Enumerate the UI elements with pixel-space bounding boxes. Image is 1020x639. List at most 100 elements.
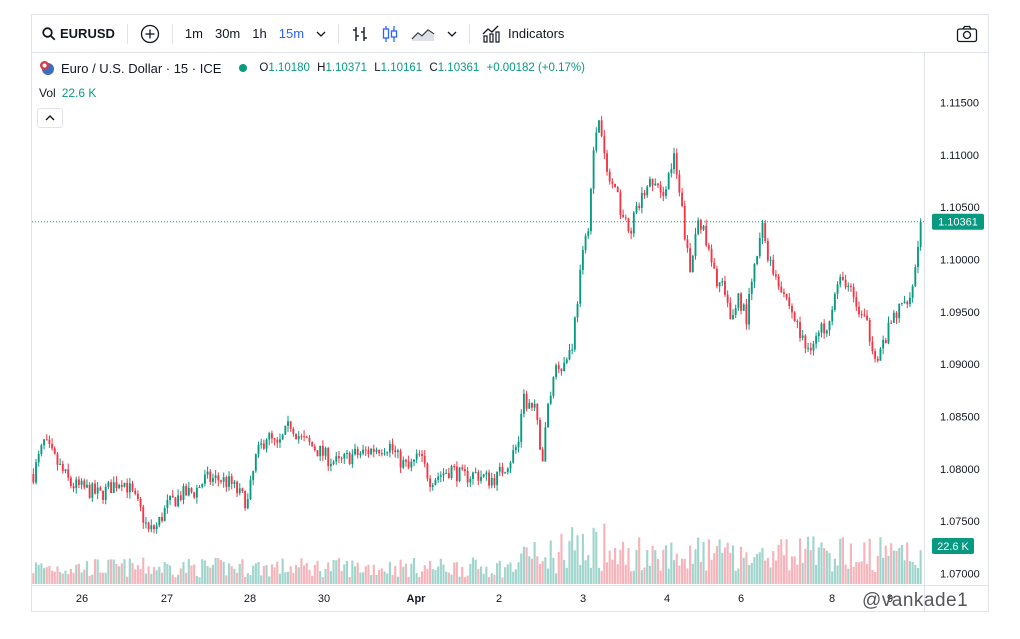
- volume-bar: [367, 564, 370, 584]
- volume-bar: [115, 563, 118, 584]
- candle-body: [466, 470, 469, 483]
- x-tick-label: 3: [580, 593, 586, 605]
- volume-bar: [809, 550, 812, 584]
- indicators-button[interactable]: Indicators: [476, 15, 570, 53]
- candle-body: [155, 525, 158, 530]
- candle-body: [354, 448, 356, 455]
- candle-body: [439, 475, 442, 477]
- volume-bar: [123, 559, 126, 584]
- candle-body: [694, 234, 697, 256]
- volume-bar: [415, 573, 418, 584]
- candle-body: [648, 178, 651, 187]
- volume-bar: [841, 537, 844, 584]
- volume-bar: [638, 537, 641, 584]
- candle-body: [228, 476, 230, 487]
- volume-bar: [900, 544, 903, 584]
- interval-1m[interactable]: 1m: [184, 26, 203, 41]
- interval-1h[interactable]: 1h: [252, 26, 267, 41]
- candle-body: [539, 419, 541, 450]
- last-volume-tag: [932, 538, 974, 554]
- candle-body: [402, 459, 405, 468]
- volume-bar: [420, 571, 424, 584]
- candle-body: [249, 480, 252, 500]
- volume-bar: [597, 567, 601, 584]
- volume-bar: [394, 565, 397, 584]
- symbol-search[interactable]: EURUSD: [32, 15, 121, 53]
- candle-body: [852, 286, 855, 297]
- volume-bar: [646, 549, 649, 584]
- volume-bar: [340, 570, 343, 584]
- candle-body: [804, 335, 807, 349]
- candle-body: [895, 312, 898, 319]
- volume-bar: [107, 559, 110, 584]
- candle-body: [311, 442, 314, 447]
- volume-bar: [793, 556, 796, 584]
- candles-style-button[interactable]: [375, 15, 405, 53]
- interval-30m[interactable]: 30m: [214, 26, 241, 41]
- interval-15m[interactable]: 15m: [278, 26, 305, 41]
- y-tick-label: 1.11000: [940, 150, 979, 162]
- candle-body: [581, 250, 584, 270]
- candle-body: [338, 456, 340, 459]
- candle-body: [807, 347, 810, 349]
- candle-body: [627, 218, 630, 232]
- chart-type-dropdown[interactable]: [441, 15, 463, 53]
- candle-body: [742, 304, 745, 311]
- volume-bar: [134, 569, 137, 584]
- volume-bar: [458, 576, 461, 584]
- candle-body: [863, 314, 866, 316]
- volume-bar: [300, 558, 303, 584]
- screenshot-button[interactable]: [950, 15, 984, 53]
- volume-bar: [265, 564, 268, 584]
- candle-body: [801, 335, 804, 338]
- candle-body: [324, 448, 327, 456]
- candle-body: [244, 491, 247, 509]
- interval-dropdown[interactable]: [310, 15, 332, 53]
- volume-bar: [517, 562, 520, 584]
- candle-body: [118, 484, 121, 489]
- volume-bar: [150, 573, 153, 584]
- volume-bar: [624, 564, 627, 584]
- volume-bar: [654, 550, 657, 584]
- candle-body: [729, 302, 732, 319]
- volume-bar: [758, 552, 761, 584]
- candle-body: [388, 444, 391, 453]
- candle-body: [391, 444, 394, 451]
- volume-bar: [45, 567, 48, 584]
- volume-bar: [252, 565, 255, 584]
- volume-bar: [335, 560, 338, 584]
- candle-body: [348, 452, 351, 464]
- volume-bar: [319, 571, 322, 584]
- candle-body: [850, 285, 852, 287]
- candle-body: [174, 497, 177, 507]
- x-tick-label: 28: [244, 593, 256, 605]
- volume-bar: [182, 562, 185, 584]
- volume-bar: [546, 568, 550, 584]
- volume-bar: [190, 565, 193, 584]
- bars-style-button[interactable]: [345, 15, 375, 53]
- volume-bar: [284, 572, 287, 584]
- candle-body: [321, 445, 324, 456]
- volume-bar: [541, 561, 544, 584]
- collapse-legend-button[interactable]: [37, 108, 63, 128]
- candle-body: [201, 483, 204, 488]
- candle-body: [828, 321, 831, 331]
- volume-bar: [345, 560, 349, 584]
- compare-button[interactable]: [134, 15, 166, 53]
- area-style-button[interactable]: [405, 15, 441, 53]
- volume-bar: [691, 563, 694, 584]
- volume-bar: [664, 545, 668, 584]
- candle-body: [445, 473, 448, 475]
- candle-body: [276, 439, 279, 443]
- candle-body: [469, 478, 472, 483]
- candle-body: [268, 433, 271, 440]
- volume-bar: [764, 560, 767, 584]
- open-label: O: [259, 62, 269, 74]
- volume-bar: [453, 562, 456, 584]
- candle-body: [809, 347, 812, 351]
- volume-bar: [919, 550, 922, 584]
- candle-body: [48, 439, 51, 444]
- candle-body: [630, 231, 633, 234]
- candle-body: [380, 453, 383, 455]
